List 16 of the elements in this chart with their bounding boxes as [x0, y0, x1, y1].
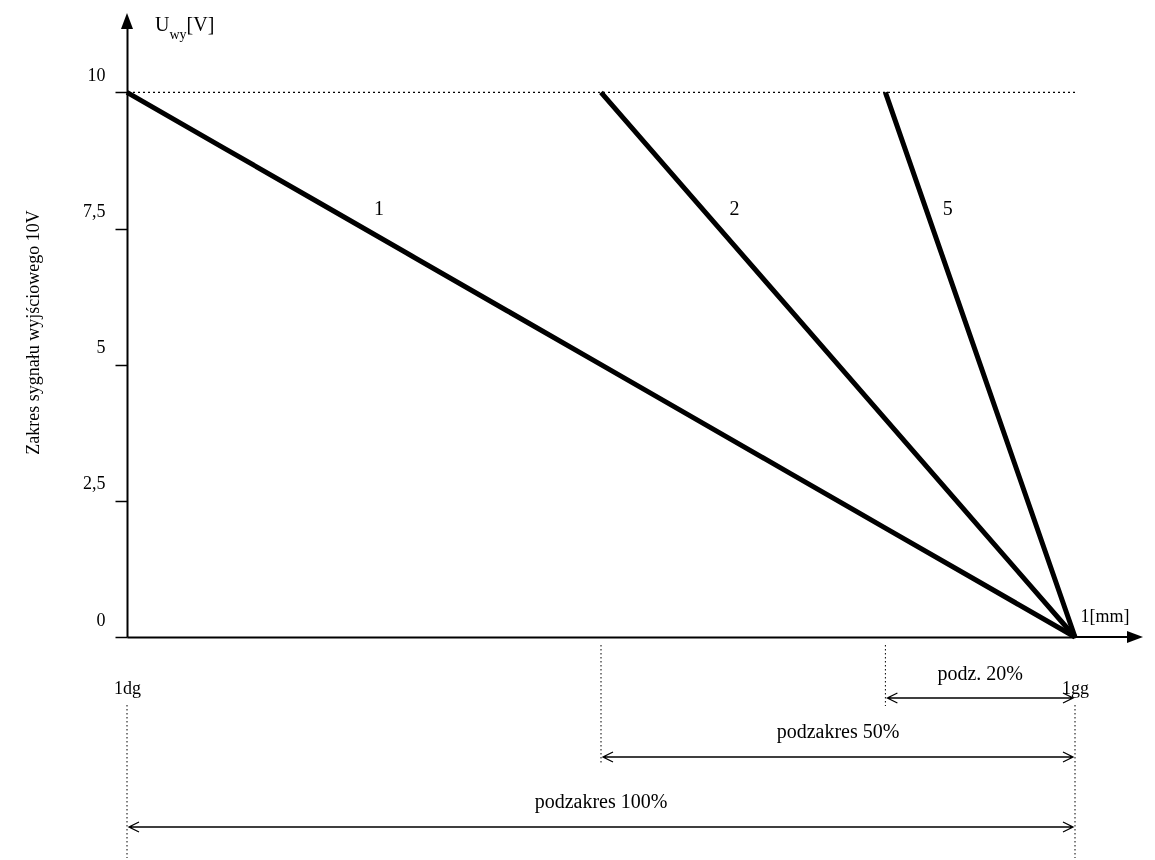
- y-tick-label: 7,5: [83, 201, 106, 222]
- text: podz. 20%: [937, 662, 1023, 685]
- text: podzakres 50%: [776, 720, 900, 743]
- y-axis-title: Zakres sygnału wyjściowego 10V: [23, 210, 43, 455]
- annotation: U$_{wy}$[V]: [155, 13, 215, 42]
- y-tick-label: 2,5: [83, 473, 106, 494]
- series-label: 2: [729, 196, 740, 219]
- x-tick-label: 1gg: [1062, 677, 1089, 698]
- y-tick-label: 5: [96, 337, 106, 358]
- y-tick-label: 0: [96, 609, 106, 630]
- x-axis-title: 1[mm]: [1080, 605, 1130, 626]
- series-label: 1: [374, 196, 384, 219]
- y-tick-label: 10: [87, 64, 106, 85]
- series-label: 5: [942, 196, 953, 219]
- text: podzakres 100%: [534, 790, 668, 813]
- x-tick-label: 1dg: [114, 677, 141, 698]
